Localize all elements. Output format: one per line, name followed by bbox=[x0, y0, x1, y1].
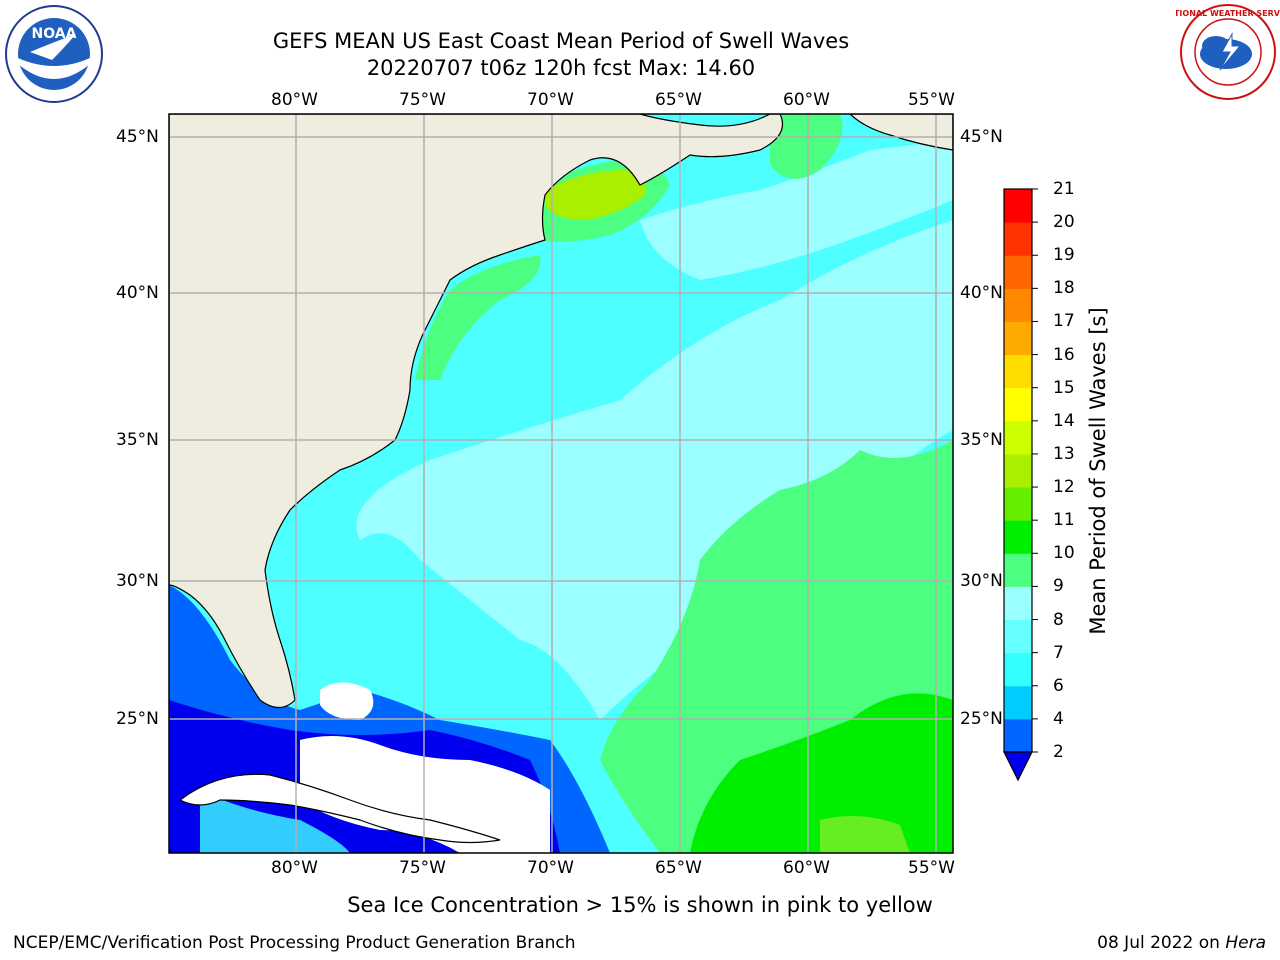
colorbar-segment-14 bbox=[1004, 387, 1032, 422]
colorbar-underflow bbox=[1003, 751, 1033, 782]
colorbar-tick-16: 16 bbox=[1053, 344, 1075, 365]
colorbar-segment-6 bbox=[1004, 652, 1032, 687]
lat-tick-right-35n: 35°N bbox=[960, 430, 1003, 450]
lon-tick-top-60w: 60°W bbox=[783, 90, 830, 110]
swell-band-north-green bbox=[770, 114, 843, 179]
footer-date-text: 08 Jul 2022 on bbox=[1097, 933, 1220, 953]
land-north-america bbox=[169, 114, 784, 709]
lon-tick-top-55w: 55°W bbox=[908, 90, 955, 110]
colorbar-tick-9: 9 bbox=[1053, 576, 1064, 597]
colorbar-segment-4 bbox=[1004, 685, 1032, 720]
colorbar-tick-17: 17 bbox=[1053, 311, 1075, 332]
colorbar-tick-18: 18 bbox=[1053, 278, 1075, 299]
land-cuba bbox=[178, 773, 501, 844]
colorbar-segments bbox=[1004, 188, 1038, 753]
land-newfoundland bbox=[849, 114, 953, 151]
colorbar-segment-10 bbox=[1004, 520, 1032, 554]
colorbar-tick-14: 14 bbox=[1053, 410, 1075, 431]
noaa-logo-text: NOAA bbox=[32, 26, 77, 42]
colorbar-label: Mean Period of Swell Waves [s] bbox=[1086, 307, 1110, 635]
lat-tick-right-45n: 45°N bbox=[960, 127, 1003, 147]
no-data-bahamas bbox=[320, 682, 374, 720]
nws-logo-text: NATIONAL WEATHER SERVICE bbox=[1176, 9, 1280, 18]
map-area bbox=[169, 114, 953, 853]
no-data-caribbean bbox=[300, 736, 550, 853]
colorbar bbox=[1003, 188, 1038, 782]
lat-tick-right-30n: 30°N bbox=[960, 571, 1003, 591]
swell-band-8-9 bbox=[356, 220, 953, 720]
chart-subtitle: 20220707 t06z 120h fcst Max: 14.60 bbox=[366, 56, 756, 80]
sea-ice-note: Sea Ice Concentration > 15% is shown in … bbox=[347, 893, 933, 917]
lon-tick-bottom-60w: 60°W bbox=[783, 858, 830, 878]
swell-gulf-of-maine-core bbox=[545, 170, 646, 220]
colorbar-tick-8: 8 bbox=[1053, 609, 1064, 630]
colorbar-segment-2 bbox=[1004, 718, 1032, 753]
swell-band-10-11 bbox=[690, 693, 953, 853]
footer-branch: NCEP/EMC/Verification Post Processing Pr… bbox=[13, 933, 576, 953]
colorbar-tick-13: 13 bbox=[1053, 443, 1075, 464]
colorbar-segment-7 bbox=[1004, 619, 1032, 654]
chart-title: GEFS MEAN US East Coast Mean Period of S… bbox=[272, 29, 850, 53]
lat-tick-left-25n: 25°N bbox=[116, 709, 159, 729]
lon-tick-bottom-75w: 75°W bbox=[399, 858, 446, 878]
lon-tick-bottom-80w: 80°W bbox=[271, 858, 318, 878]
colorbar-tick-2: 2 bbox=[1053, 742, 1064, 762]
lat-tick-right-40n: 40°N bbox=[960, 283, 1003, 303]
lon-tick-top-75w: 75°W bbox=[399, 90, 446, 110]
colorbar-segment-16 bbox=[1004, 321, 1032, 356]
colorbar-segment-20 bbox=[1004, 189, 1032, 223]
colorbar-segment-8 bbox=[1004, 586, 1032, 621]
lon-tick-top-80w: 80°W bbox=[271, 90, 318, 110]
colorbar-tick-20: 20 bbox=[1053, 212, 1075, 233]
colorbar-segment-18 bbox=[1004, 255, 1032, 289]
colorbar-segment-9 bbox=[1004, 553, 1032, 587]
colorbar-tick-15: 15 bbox=[1053, 377, 1075, 398]
colorbar-tick-6: 6 bbox=[1053, 675, 1064, 696]
swell-cyan-shelf bbox=[200, 790, 350, 853]
lat-tick-right-25n: 25°N bbox=[960, 709, 1003, 729]
colorbar-segment-17 bbox=[1004, 288, 1032, 322]
lon-tick-top-70w: 70°W bbox=[527, 90, 574, 110]
lat-tick-left-30n: 30°N bbox=[116, 571, 159, 591]
map-frame bbox=[168, 113, 954, 854]
footer-date: 08 Jul 2022 on Hera bbox=[1097, 933, 1266, 953]
footer-machine: Hera bbox=[1225, 933, 1266, 953]
colorbar-segment-12 bbox=[1004, 453, 1032, 488]
colorbar-tick-4: 4 bbox=[1053, 708, 1064, 729]
noaa-logo: NOAA bbox=[5, 5, 103, 103]
colorbar-segment-11 bbox=[1004, 487, 1032, 521]
swell-band-11-12 bbox=[820, 816, 910, 853]
colorbar-segment-19 bbox=[1004, 222, 1032, 256]
colorbar-segment-15 bbox=[1004, 354, 1032, 389]
lat-tick-left-35n: 35°N bbox=[116, 430, 159, 450]
lon-tick-bottom-70w: 70°W bbox=[527, 858, 574, 878]
colorbar-tick-10: 10 bbox=[1053, 543, 1075, 564]
lon-tick-bottom-55w: 55°W bbox=[908, 858, 955, 878]
colorbar-tick-11: 11 bbox=[1053, 510, 1075, 531]
colorbar-tick-19: 19 bbox=[1053, 245, 1075, 266]
lon-tick-top-65w: 65°W bbox=[655, 90, 702, 110]
lat-tick-left-45n: 45°N bbox=[116, 127, 159, 147]
map-grid bbox=[169, 114, 953, 853]
colorbar-tick-12: 12 bbox=[1053, 477, 1075, 498]
nws-logo: NATIONAL WEATHER SERVICE bbox=[1176, 4, 1280, 100]
lat-tick-left-40n: 40°N bbox=[116, 283, 159, 303]
colorbar-tick-21: 21 bbox=[1053, 179, 1075, 199]
colorbar-frame bbox=[1003, 188, 1033, 753]
swell-midatlantic bbox=[415, 255, 541, 380]
swell-band-8-9-north bbox=[640, 140, 953, 280]
colorbar-tick-7: 7 bbox=[1053, 642, 1064, 663]
lon-tick-bottom-65w: 65°W bbox=[655, 858, 702, 878]
colorbar-segment-13 bbox=[1004, 420, 1032, 455]
